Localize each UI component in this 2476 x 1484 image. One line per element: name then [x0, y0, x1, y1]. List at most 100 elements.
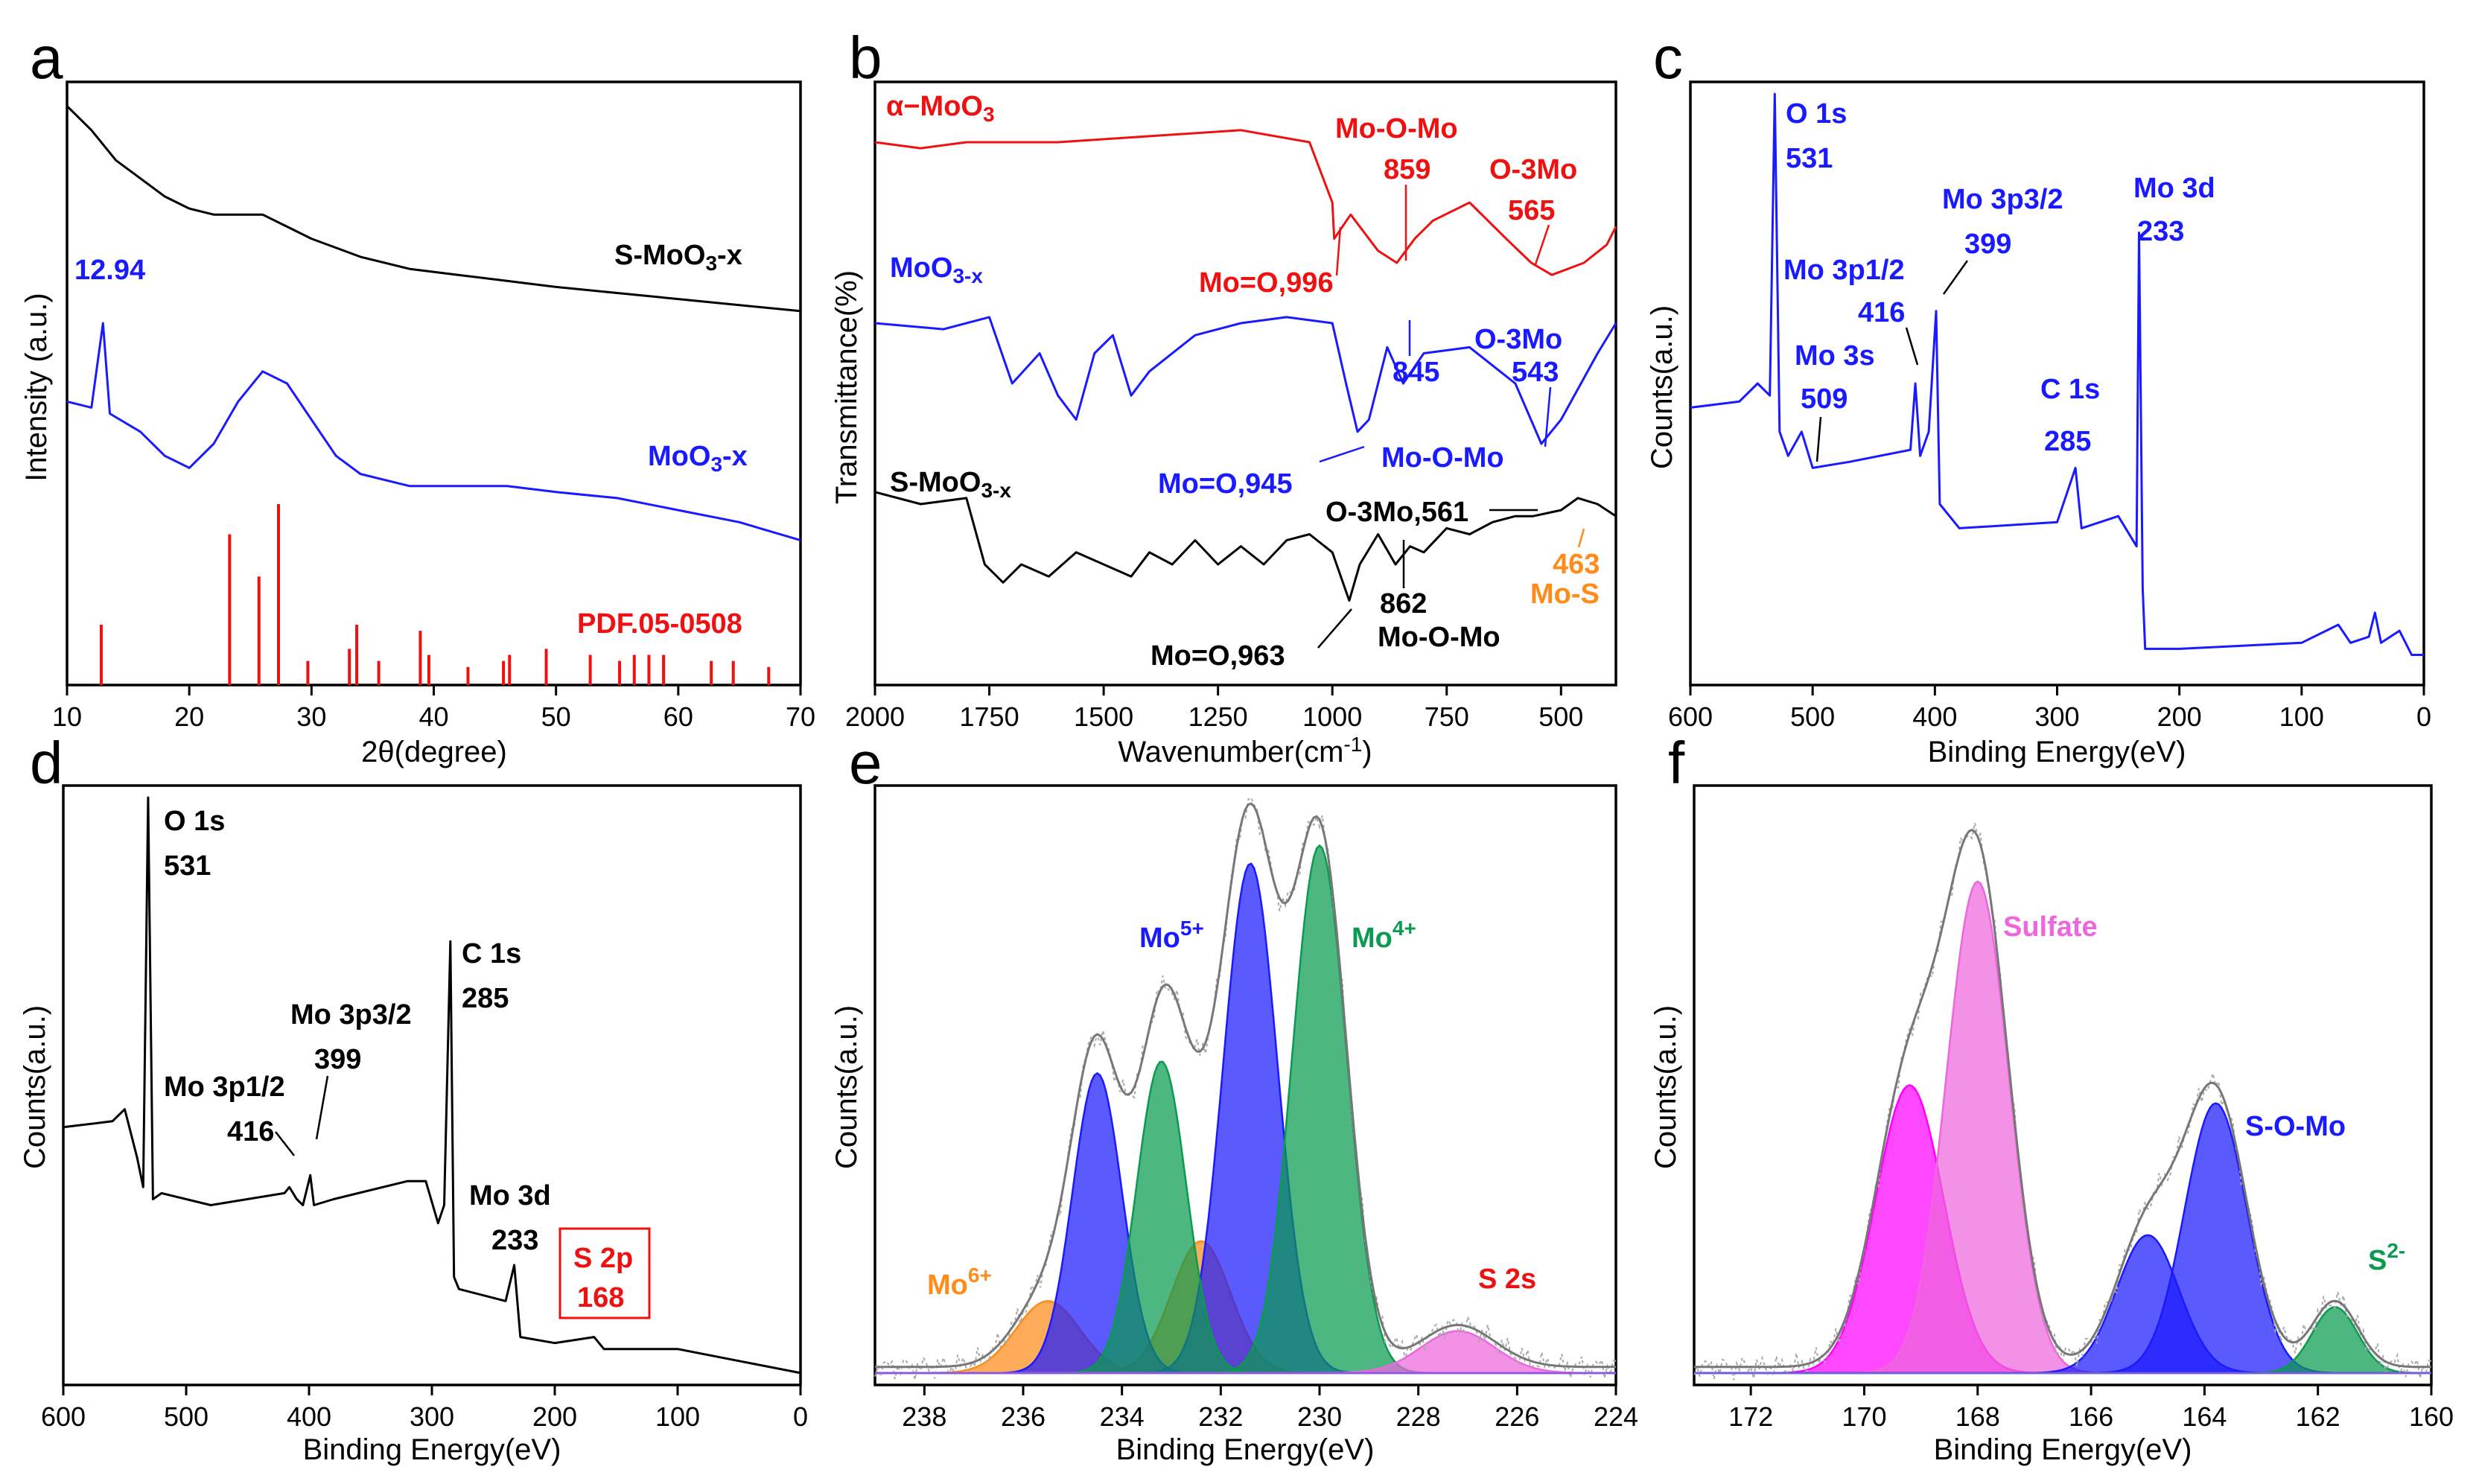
panel-b-ylabel: Transmittance(%)	[830, 270, 863, 504]
label-d-mo3p12: Mo 3p1/2	[164, 1071, 285, 1103]
x-tick-label: 1250	[1188, 701, 1248, 732]
label-c-mo3d: Mo 3d	[2133, 173, 2215, 204]
s2p-highlight-box	[558, 1227, 651, 1319]
label-f-sulfate: Sulfate	[2003, 911, 2098, 943]
arrow-blk-963	[1317, 608, 1352, 649]
arrow-red-996	[1335, 226, 1342, 276]
x-tick-label: 164	[2182, 1401, 2227, 1432]
label-e-mo5: Mo5+	[1139, 917, 1204, 954]
x-tick-label: 230	[1297, 1401, 1342, 1432]
x-tick-label: 750	[1425, 701, 1469, 732]
label-red-565: 565	[1508, 195, 1555, 226]
x-tick-label: 1000	[1302, 701, 1362, 732]
panel-b-plot-area	[874, 129, 1617, 602]
panel-a-frame	[66, 80, 802, 687]
label-c-o1s: O 1s	[1786, 98, 1847, 130]
x-tick-label: 168	[1955, 1401, 2000, 1432]
panel-a-ylabel: Intensity (a.u.)	[20, 293, 53, 481]
x-tick-label: 600	[1668, 701, 1713, 732]
series-line-c-0	[1690, 92, 2424, 656]
label-red-859: 859	[1384, 154, 1430, 185]
x-tick-label: 200	[532, 1401, 577, 1432]
panel-b-frame	[873, 80, 1617, 687]
x-tick-label: 500	[1538, 701, 1583, 732]
panel-b-xlabel: Wavenumber(cm-1)	[1118, 733, 1372, 768]
x-tick-label: 500	[1790, 701, 1835, 732]
label-c-mo3d-value: 233	[2137, 216, 2184, 247]
series-line-a-1	[66, 322, 801, 542]
label-c-mo3s-value: 509	[1801, 383, 1848, 415]
panel-d-ylabel: Counts(a.u.)	[19, 1005, 51, 1169]
label-d-o1s: O 1s	[164, 806, 225, 837]
label-f-s-o-mo: S-O-Mo	[2245, 1111, 2346, 1142]
x-tick-label: 50	[541, 701, 571, 732]
label-blue-o-3mo: O-3Mo	[1474, 324, 1562, 355]
x-tick-label: 2000	[845, 701, 905, 732]
label-c-mo3s: Mo 3s	[1795, 340, 1875, 372]
label-blue-543: 543	[1512, 357, 1559, 388]
label-e-s2s: S 2s	[1478, 1264, 1536, 1295]
panel-a-plot-area	[66, 105, 801, 685]
x-tick-label: 100	[2279, 701, 2324, 732]
label-blk-862: 862	[1380, 588, 1427, 620]
panel-c-xlabel: Binding Energy(eV)	[1928, 736, 2186, 768]
panel-c-arrows	[1815, 260, 1969, 462]
arrow-blue-945	[1319, 445, 1365, 463]
panel-f: f 172 170 168 166 164 162 160 Binding Energy(e…	[1649, 730, 2454, 1466]
x-tick-label: 0	[793, 1401, 808, 1432]
label-pdf: PDF.05-0508	[577, 608, 742, 640]
x-tick-label: 200	[2157, 701, 2202, 732]
x-tick-label: 60	[663, 701, 693, 732]
panel-a-x-ticks: 10 20 30 40 50 60 70	[52, 685, 815, 732]
label-d-c1s: C 1s	[462, 938, 521, 969]
series-line-b-2	[874, 491, 1617, 602]
arrow-c-399	[1942, 260, 1969, 295]
label-peak-12-94: 12.94	[74, 255, 145, 286]
x-tick-label: 170	[1842, 1401, 1886, 1432]
x-tick-label: 30	[296, 701, 326, 732]
label-red-o-3mo: O-3Mo	[1489, 154, 1577, 185]
x-tick-label: 500	[164, 1401, 209, 1432]
arrow-c-416	[1905, 327, 1919, 366]
label-moo3x: MoO3-x	[648, 441, 748, 476]
label-d-mo3d-value: 233	[491, 1225, 538, 1256]
x-tick-label: 228	[1396, 1401, 1441, 1432]
label-c-mo3p12: Mo 3p1/2	[1783, 255, 1905, 286]
panel-letter-f: f	[1668, 730, 1685, 796]
series-line-b-0	[874, 129, 1617, 276]
series-line-a-0	[66, 105, 801, 313]
component-peak-e-2	[875, 862, 1616, 1375]
label-blue-mo-o-945: Mo=O,945	[1158, 468, 1293, 500]
x-tick-label: 226	[1495, 1401, 1539, 1432]
panel-b: b 2000 1750 1500 1250 1000 750 500 Wavenumber(…	[830, 25, 1617, 768]
arrow-blue-543	[1544, 386, 1552, 448]
x-tick-label: 1500	[1074, 701, 1133, 732]
panel-c: c 600 500 400 300 200 100 0 Binding Energy(eV)…	[1646, 25, 2431, 768]
x-tick-label: 234	[1100, 1401, 1145, 1432]
label-d-c1s-value: 285	[462, 983, 509, 1014]
panel-f-ylabel: Counts(a.u.)	[1649, 1005, 1682, 1169]
label-d-mo3p12-value: 416	[227, 1116, 274, 1147]
x-tick-label: 236	[1001, 1401, 1046, 1432]
envelope-fit-f	[1694, 828, 2431, 1369]
panel-e-ylabel: Counts(a.u.)	[830, 1005, 863, 1169]
panel-d-xlabel: Binding Energy(eV)	[303, 1433, 561, 1466]
arrow-c-509	[1815, 416, 1822, 462]
x-tick-label: 300	[2034, 701, 2079, 732]
label-red-mo-o-996: Mo=O,996	[1199, 267, 1334, 299]
x-tick-label: 238	[902, 1401, 946, 1432]
x-tick-label: 172	[1728, 1401, 1773, 1432]
panel-a: a 10 20 30 40 50 60 70 2θ(degree) Intensity (a…	[20, 25, 815, 768]
x-tick-label: 0	[2416, 701, 2431, 732]
arrow-d-416	[275, 1131, 295, 1156]
raw-data-f	[1693, 823, 2432, 1380]
arrow-red-565	[1534, 224, 1550, 265]
label-f-s2: S2-	[2368, 1239, 2405, 1276]
arrow-d-399	[315, 1075, 329, 1140]
x-tick-label: 10	[52, 701, 82, 732]
label-e-mo6: Mo6+	[927, 1264, 992, 1301]
envelope-fit-e	[875, 802, 1616, 1369]
x-tick-label: 300	[410, 1401, 454, 1432]
x-tick-label: 224	[1594, 1401, 1638, 1432]
